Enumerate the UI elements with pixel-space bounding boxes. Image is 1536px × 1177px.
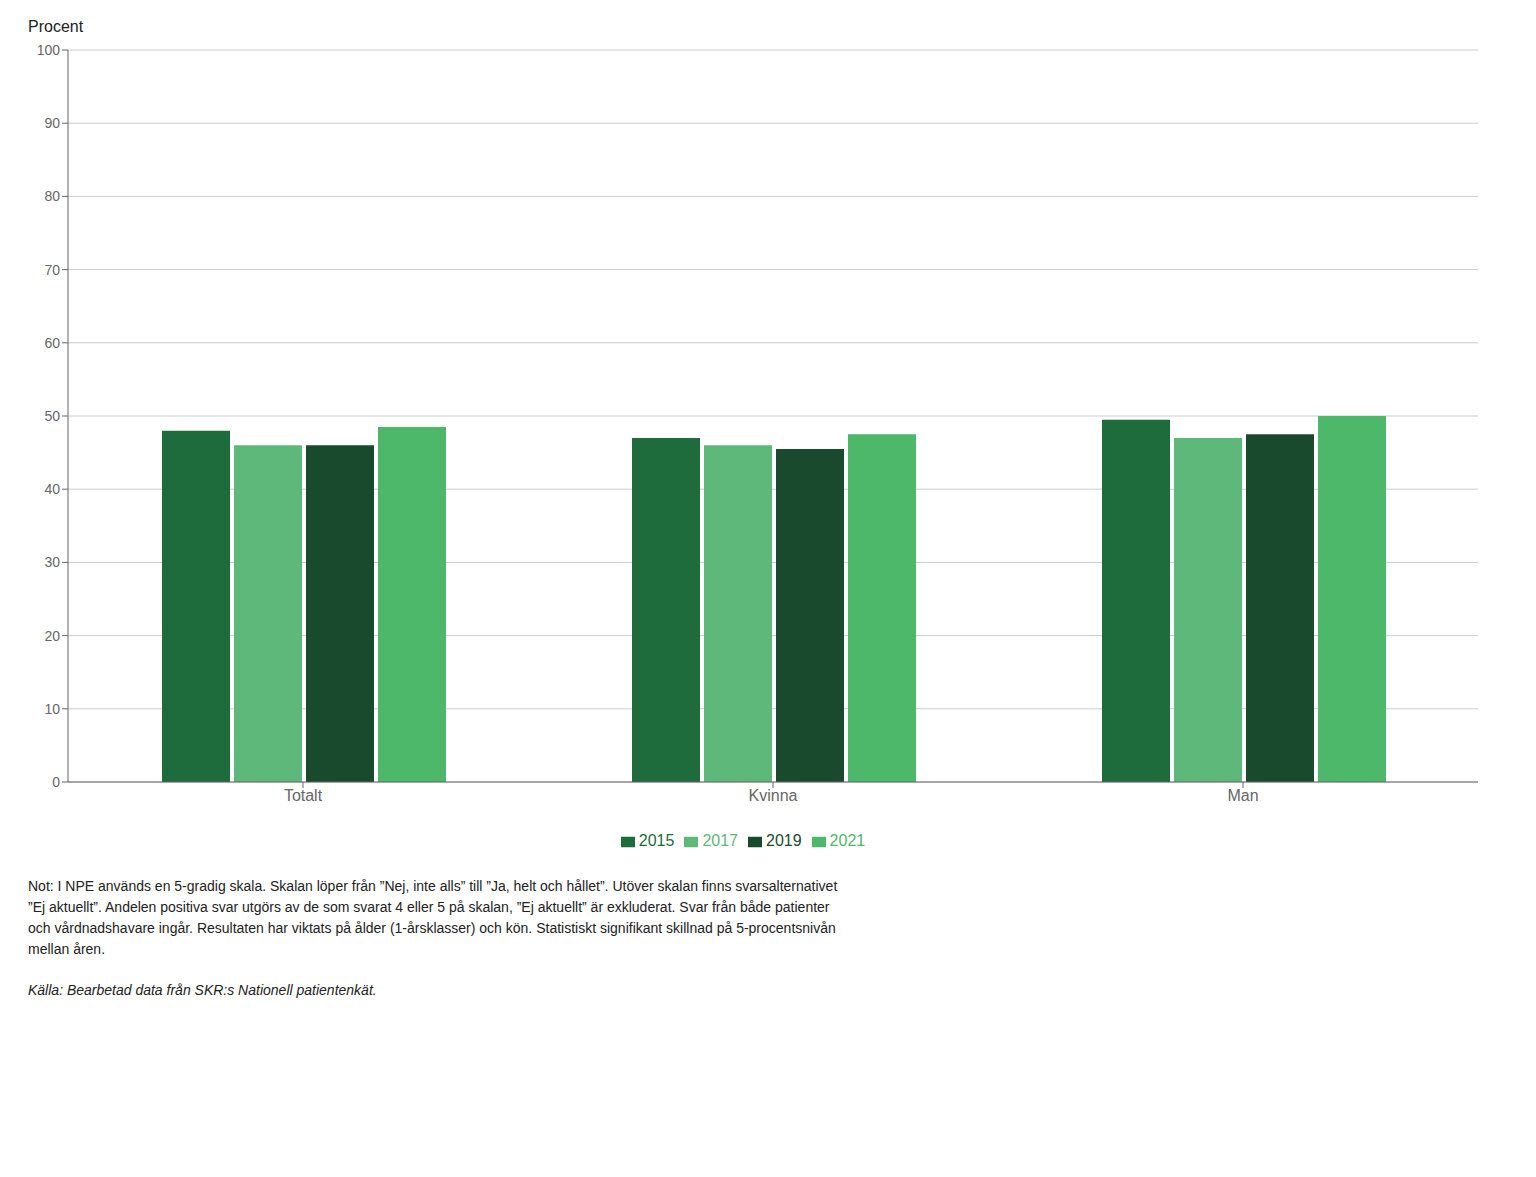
- svg-text:80: 80: [44, 188, 60, 204]
- svg-text:70: 70: [44, 262, 60, 278]
- html-text:2017: 2017: [702, 832, 738, 849]
- svg-text:Kvinna: Kvinna: [749, 787, 798, 804]
- html-text:Not: I NPE används en 5-gradig: Not: I NPE används en 5-gradig skala. Sk…: [28, 878, 838, 957]
- svg-text:Man: Man: [1227, 787, 1258, 804]
- svg-text:Totalt: Totalt: [284, 787, 323, 804]
- svg-text:0: 0: [52, 774, 60, 790]
- html-text:Källa: Bearbetad data från SKR: Källa: Bearbetad data från SKR:s Natione…: [28, 982, 377, 998]
- html-text:Procent: Procent: [28, 18, 84, 35]
- svg-text:90: 90: [44, 115, 60, 131]
- html-text:2021: 2021: [829, 832, 866, 849]
- html-text:2015: 2015: [638, 832, 675, 849]
- html-text:2019: 2019: [766, 832, 802, 849]
- svg-text:100: 100: [37, 42, 61, 58]
- svg-text:60: 60: [44, 335, 60, 351]
- svg-text:10: 10: [44, 701, 60, 717]
- svg-text:20: 20: [44, 628, 60, 644]
- svg-text:30: 30: [44, 554, 60, 570]
- svg-text:40: 40: [44, 481, 60, 497]
- svg-text:50: 50: [44, 408, 60, 424]
